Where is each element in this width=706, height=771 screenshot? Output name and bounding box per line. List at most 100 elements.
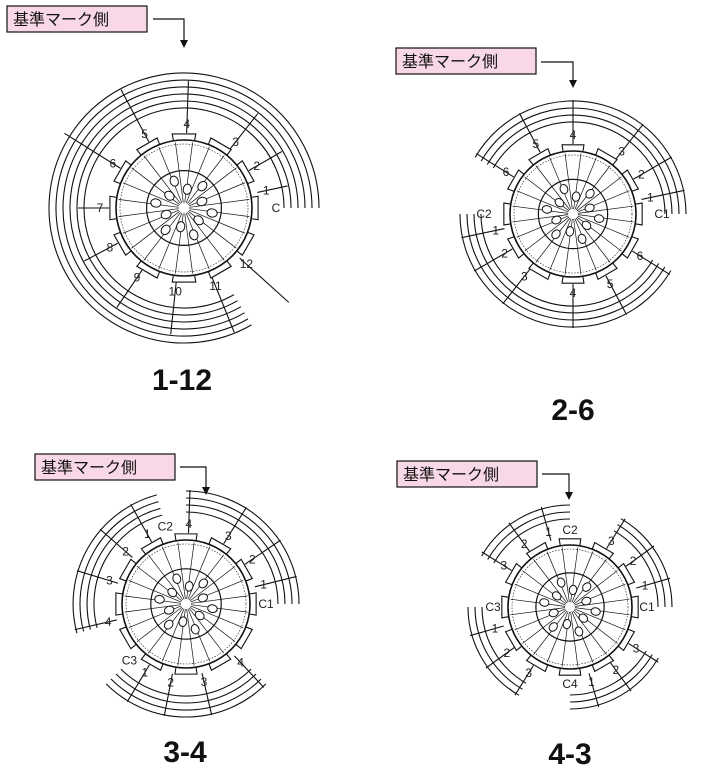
pole-block: [207, 137, 233, 156]
reference-arrowhead: [565, 492, 573, 500]
pole-block: [558, 538, 582, 546]
pole-block: [528, 147, 551, 166]
pole-block: [251, 195, 259, 221]
rotor-hole: [196, 196, 208, 207]
rotor-hole: [207, 604, 218, 614]
slot-line: [576, 176, 622, 212]
lead-wire: [76, 100, 292, 316]
stator-teeth-ring: [511, 548, 629, 666]
coil-lead: [514, 665, 534, 696]
terminal-label: 8: [106, 240, 113, 254]
rotor-hole: [584, 203, 595, 213]
rotor-hole: [172, 573, 182, 584]
rotor-hole: [551, 591, 562, 601]
terminal-label: 3: [521, 269, 528, 283]
coil-lead: [248, 151, 283, 171]
slot-line: [187, 212, 225, 261]
coil-lead: [481, 551, 512, 571]
reference-label: 基準マーク側: [41, 458, 137, 477]
terminal-label: 3: [232, 135, 239, 149]
pole-block: [561, 276, 585, 284]
terminal-label: 6: [109, 157, 116, 171]
slot-line: [124, 604, 181, 613]
slot-line: [158, 212, 183, 270]
slot-line: [573, 218, 582, 275]
stator-teeth-ring: [513, 154, 633, 274]
lead-wire: [459, 213, 672, 328]
diagram-caption: 2-6: [551, 394, 594, 427]
lead-wire: [185, 497, 293, 605]
lead-wire: [569, 650, 647, 696]
reference-mark-3: 基準マーク側: [34, 453, 210, 495]
pole-block: [506, 236, 525, 259]
terminal-label: 1: [642, 579, 649, 593]
coil-lead: [170, 282, 177, 335]
rotor-hole: [556, 577, 566, 588]
lead-wire: [480, 213, 654, 307]
coil-lead: [83, 242, 119, 262]
lead-wire: [185, 490, 300, 605]
terminal-label: 2: [249, 552, 256, 566]
terminal-label: 2: [504, 646, 511, 660]
rotor-hole: [182, 183, 192, 195]
slot-line: [191, 604, 248, 613]
pole-block: [236, 159, 255, 185]
rotor-ring: [150, 568, 222, 640]
rotor-hole: [194, 610, 205, 621]
slot-line: [577, 215, 630, 238]
slot-line: [535, 165, 571, 211]
pole-block: [503, 202, 511, 226]
lead-wire: [185, 504, 286, 605]
lead-wire: [481, 606, 527, 684]
terminal-label: C: [272, 201, 281, 215]
rotor-hole: [189, 229, 199, 241]
rotor-hole: [590, 607, 601, 616]
pole-block: [174, 667, 198, 675]
rotor-hole: [574, 626, 584, 637]
rotor-hole: [539, 598, 550, 607]
slot-line: [575, 165, 611, 211]
coil-lead: [211, 277, 235, 333]
pole-block: [506, 169, 525, 192]
rotor-hole: [582, 582, 592, 592]
rotor-hole: [554, 197, 565, 208]
slot-line: [124, 595, 181, 604]
lead-wire: [110, 678, 262, 711]
slot-line: [188, 209, 246, 234]
lead-wire: [620, 518, 673, 608]
slot-line: [187, 155, 225, 204]
rotor-hole: [167, 587, 178, 598]
coil-lead: [628, 643, 659, 663]
reference-mark-2: 基準マーク側: [395, 47, 577, 88]
slot-line: [512, 205, 569, 214]
stator-teeth-ring: [119, 143, 249, 273]
terminal-label: 11: [209, 279, 222, 293]
slot-line: [572, 610, 607, 655]
lead-wire: [69, 93, 299, 323]
coil-lead: [485, 647, 515, 669]
slot-line: [533, 610, 568, 655]
pole-block: [558, 668, 582, 676]
coil-lead: [615, 123, 644, 160]
slot-line: [577, 214, 634, 223]
rotor-hole: [559, 184, 569, 195]
slot-line: [161, 546, 185, 600]
rotor-hole: [154, 594, 165, 604]
pole-block: [118, 558, 137, 582]
rotor-hole: [176, 221, 186, 233]
rotor-hole: [562, 618, 572, 630]
slot-line: [187, 546, 211, 600]
slot-line: [189, 208, 250, 217]
slot-line: [131, 211, 180, 249]
slot-line: [522, 609, 567, 644]
terminal-label: C3: [485, 600, 501, 614]
rotor-hole: [193, 215, 204, 226]
lead-wire: [486, 114, 673, 215]
pole-block: [113, 159, 132, 185]
coil-lead: [469, 625, 504, 637]
rotor-hole: [197, 180, 208, 192]
coil-lead: [116, 269, 143, 308]
